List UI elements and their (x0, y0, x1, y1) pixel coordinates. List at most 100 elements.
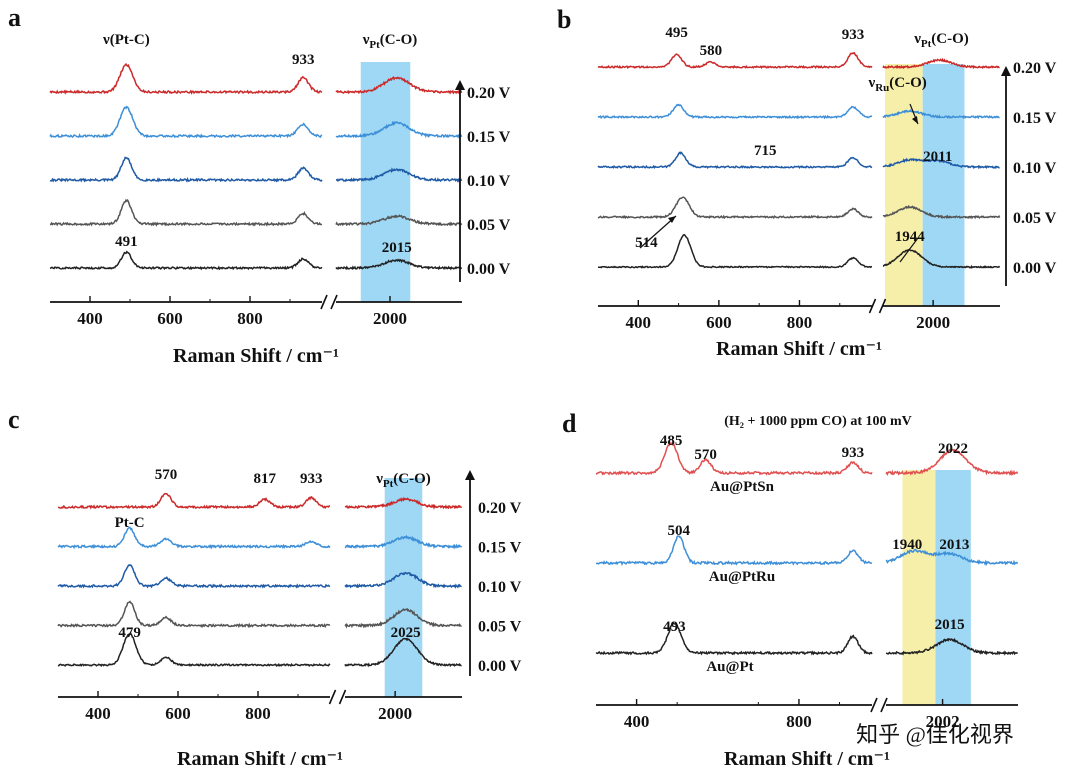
x-axis-title: Raman Shift / cm⁻¹ (724, 748, 890, 770)
spectrum-trace (344, 534, 463, 550)
axis-break-mark (868, 298, 887, 314)
highlight-band (885, 64, 923, 306)
peak-label: 1944 (895, 229, 926, 245)
axis-break-mark (320, 294, 338, 310)
x-axis-title: Raman Shift / cm⁻¹ (177, 748, 343, 770)
panel-a: a 0.20 V 0.15 V 0.10 V 0.05 V 0.00 V ν(Pt-C) 93… (8, 3, 511, 367)
spectrum-trace (49, 250, 323, 271)
peak-label: 2025 (391, 625, 421, 641)
spectrum-trace (49, 105, 323, 139)
spectrum-trace (335, 167, 463, 183)
spectrum-trace (57, 600, 331, 629)
highlight-band (902, 470, 936, 705)
spectrum-trace (882, 204, 1001, 220)
peak-label: 485 (660, 433, 683, 449)
spectrum-trace (597, 151, 873, 170)
pointer-arrow-head (668, 216, 676, 223)
chart-title: (H₂ + 1000 ppm CO) at 100 mV (724, 414, 912, 429)
peak-label: 933 (292, 52, 315, 68)
x-tick-label: 400 (626, 313, 652, 332)
pointer-arrow-head (912, 116, 918, 124)
panel-letter: c (8, 405, 20, 434)
spectrum-trace (885, 637, 1019, 656)
panel-letter: d (562, 409, 577, 438)
potential-label: 0.15 V (1013, 110, 1057, 127)
spectrum-trace (595, 535, 873, 567)
spectrum-trace (882, 57, 1000, 70)
peak-label: 2022 (938, 441, 968, 457)
peak-label: 2015 (382, 240, 412, 256)
peak-label: 933 (300, 471, 323, 487)
spectrum-trace (597, 103, 873, 120)
potential-label: 0.10 V (467, 173, 511, 190)
x-tick-label: 800 (787, 313, 813, 332)
spectrum-trace (57, 526, 331, 550)
potential-label: 0.00 V (478, 658, 522, 675)
spectrum-trace (882, 248, 1001, 269)
spectrum-trace (597, 233, 873, 269)
potential-label: 0.00 V (467, 261, 511, 278)
peak-label: 933 (842, 445, 865, 461)
peak-label: 715 (754, 143, 777, 159)
highlight-band (384, 478, 423, 697)
x-tick-label: 600 (157, 309, 183, 328)
potential-label: 0.15 V (478, 540, 522, 557)
spectrum-trace (882, 108, 1000, 120)
potential-label: 0.05 V (1013, 210, 1057, 227)
peak-label: 514 (635, 235, 658, 251)
pointer-arrow (899, 237, 919, 263)
spectrum-trace (597, 51, 873, 70)
pointer-arrow (639, 215, 677, 249)
peak-label: 817 (254, 471, 277, 487)
spectrum-trace (335, 76, 463, 95)
x-tick-label: 600 (165, 704, 191, 723)
peak-label: 493 (663, 619, 686, 635)
sample-label: Au@Pt (706, 659, 753, 675)
x-axis-title: Raman Shift / cm⁻¹ (716, 338, 882, 360)
spectrum-trace (335, 258, 463, 271)
potential-arrow-head (1001, 66, 1011, 76)
spectrum-trace (344, 637, 462, 668)
peak-label: νPt(C-O) (913, 31, 969, 50)
spectrum-trace (58, 492, 330, 510)
peak-label: 570 (694, 447, 717, 463)
peak-label: 570 (155, 467, 178, 483)
panel-b: b 0.20 V 0.15 V 0.10 V 0.05 V 0.00 V 495 580 933… (557, 5, 1057, 360)
peak-label: 504 (668, 523, 691, 539)
spectrum-trace (335, 120, 463, 139)
potential-label: 0.10 V (478, 579, 522, 596)
x-tick-label: 800 (786, 712, 812, 731)
highlight-band (935, 470, 971, 705)
spectrum-trace (595, 440, 873, 476)
x-axis-title: Raman Shift / cm⁻¹ (173, 345, 339, 367)
peak-label: 580 (700, 43, 723, 59)
x-tick-label: 800 (237, 309, 263, 328)
potential-label: 0.15 V (467, 129, 511, 146)
watermark: 知乎 @佳化视界 (856, 722, 1014, 747)
panel-c: c 0.20 V 0.15 V 0.10 V 0.05 V 0.00 V 570 817 933… (8, 405, 522, 770)
x-tick-label: 400 (624, 712, 650, 731)
x-tick-label: 2000 (378, 704, 412, 723)
sample-label: Au@PtSn (710, 479, 775, 495)
peak-label: ν(Pt-C) (102, 32, 150, 48)
x-tick-label: 2002 (926, 712, 960, 731)
peak-label: 2013 (939, 537, 969, 553)
spectrum-trace (885, 548, 1019, 566)
peak-label: νPt(C-O) (375, 471, 431, 490)
spectrum-trace (335, 214, 463, 227)
potential-label: 0.20 V (467, 85, 511, 102)
spectrum-trace (344, 607, 462, 629)
potential-label: 0.00 V (1013, 260, 1057, 277)
peak-label: νPt(C-O) (362, 32, 418, 51)
x-tick-label: 800 (245, 704, 271, 723)
potential-label: 0.05 V (467, 217, 511, 234)
x-tick-label: 400 (85, 704, 111, 723)
spectrum-trace (882, 157, 1000, 170)
x-tick-label: 2000 (373, 309, 407, 328)
peak-label: 479 (118, 625, 141, 641)
highlight-band (922, 64, 965, 306)
peak-label: 495 (665, 25, 688, 41)
peak-label: νRu(C-O) (867, 75, 926, 94)
spectrum-trace (344, 496, 463, 511)
panel-letter: a (8, 3, 21, 32)
